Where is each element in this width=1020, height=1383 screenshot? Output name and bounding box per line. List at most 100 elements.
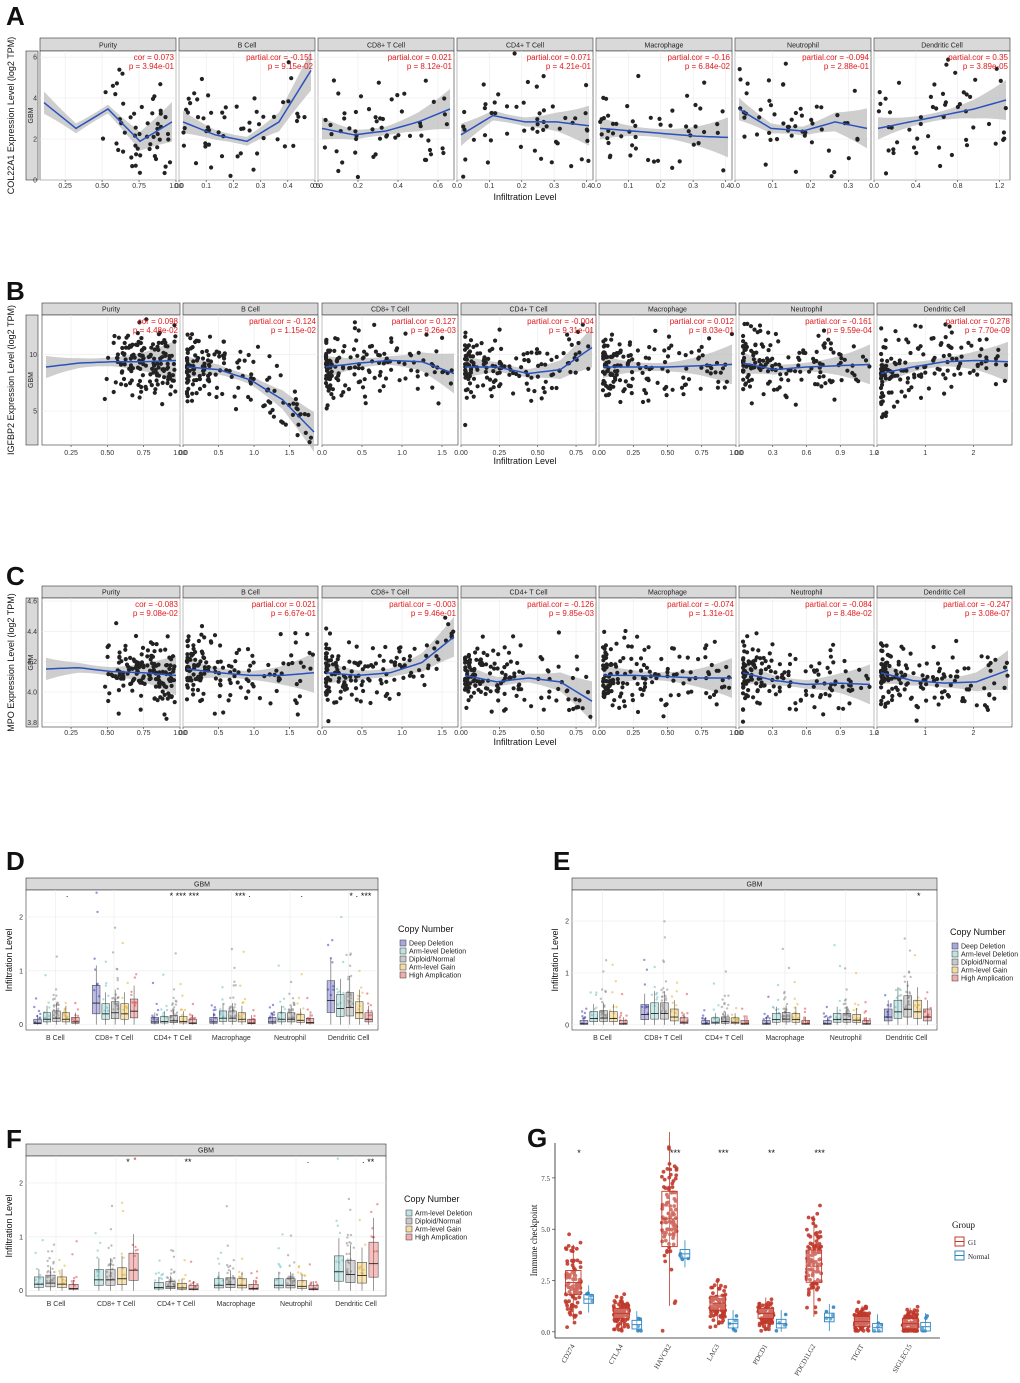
- data-point: [282, 144, 287, 149]
- jitter-point: [134, 1249, 137, 1252]
- data-point: [464, 395, 469, 400]
- data-point: [809, 117, 814, 122]
- data-point: [814, 349, 819, 354]
- box-g1: [804, 1203, 823, 1317]
- jitter-point: [293, 1279, 296, 1282]
- data-point: [766, 330, 771, 335]
- jitter-point: [133, 1157, 137, 1160]
- data-point: [828, 654, 834, 659]
- jitter-point: [288, 1264, 291, 1267]
- data-point: [128, 115, 133, 120]
- jitter-point: [278, 1264, 281, 1267]
- jitter-point: [615, 1005, 618, 1009]
- data-point: [434, 654, 439, 659]
- jitter-point: [615, 1307, 620, 1312]
- data-point: [612, 698, 617, 703]
- data-point: [681, 375, 686, 380]
- box-body: [248, 1284, 259, 1290]
- jitter-point: [52, 993, 55, 997]
- data-point: [422, 682, 427, 688]
- jitter-point: [213, 1006, 217, 1009]
- data-point: [774, 137, 780, 142]
- jitter-point: [645, 1005, 648, 1008]
- data-point: [1002, 685, 1007, 691]
- x-tick-label: 0.0: [452, 183, 462, 190]
- jitter-point: [585, 1007, 588, 1010]
- data-point: [348, 674, 353, 679]
- data-point: [195, 663, 201, 668]
- data-point: [880, 363, 885, 368]
- data-point: [642, 647, 647, 652]
- data-point: [129, 155, 134, 160]
- data-point: [1002, 665, 1008, 670]
- jitter-point: [847, 1010, 851, 1013]
- data-point: [740, 639, 746, 644]
- data-point: [919, 372, 924, 377]
- data-point: [542, 390, 547, 395]
- jitter-point: [177, 1279, 181, 1282]
- data-point: [407, 133, 413, 138]
- y-axis-label: Infiltration Level: [4, 1194, 14, 1257]
- data-point: [899, 389, 904, 394]
- data-point: [220, 665, 226, 670]
- data-point: [100, 136, 106, 141]
- x-tick-label: 1.2: [869, 730, 879, 737]
- data-point: [601, 344, 607, 349]
- data-point: [807, 369, 812, 374]
- data-point: [478, 689, 483, 695]
- jitter-point: [808, 1234, 813, 1239]
- data-point: [205, 358, 211, 363]
- jitter-point: [335, 987, 339, 991]
- data-point: [665, 354, 671, 359]
- data-point: [469, 694, 474, 699]
- jitter-point: [625, 1313, 629, 1318]
- data-point: [202, 635, 207, 640]
- data-point: [547, 689, 552, 694]
- jitter-point: [154, 1279, 157, 1282]
- jitter-point: [573, 1273, 578, 1278]
- box-3: [68, 1240, 79, 1291]
- data-point: [966, 340, 971, 345]
- jitter-point: [854, 971, 858, 975]
- legend-swatch: [399, 955, 407, 963]
- jitter-point: [291, 1281, 294, 1285]
- jitter-point: [838, 999, 841, 1003]
- x-tick-label: Neutrophil: [280, 1301, 312, 1308]
- x-tick-label: 1.0: [249, 450, 259, 457]
- jitter-point: [571, 1266, 576, 1270]
- jitter-point: [331, 939, 334, 942]
- legend-label: High Amplication: [409, 973, 461, 980]
- category-dendritic-cell: * · ***Dendritic Cell: [326, 890, 373, 1042]
- data-point: [556, 664, 561, 669]
- data-point: [473, 672, 478, 678]
- data-point: [761, 655, 766, 661]
- category-cd4-t-cell: * *** ***CD4+ T Cell: [150, 890, 200, 1042]
- data-point: [156, 347, 161, 352]
- y-tick-label: 5.0: [541, 1226, 550, 1234]
- jitter-point: [669, 1207, 673, 1212]
- data-point: [491, 379, 496, 384]
- box-2: [345, 952, 354, 1025]
- x-tick-label: 0.0: [734, 450, 744, 457]
- jitter-point: [717, 1286, 722, 1291]
- data-point: [347, 659, 352, 664]
- data-point: [156, 674, 161, 680]
- jitter-point: [723, 994, 726, 997]
- data-point: [121, 683, 126, 688]
- jitter-point: [703, 1018, 706, 1021]
- jitter-point: [665, 1248, 669, 1253]
- jitter-point: [182, 1277, 185, 1281]
- data-point: [914, 718, 919, 723]
- y-tick-label: 0: [19, 1288, 23, 1295]
- data-point: [759, 668, 764, 673]
- data-point: [463, 334, 468, 339]
- jitter-point: [165, 1008, 169, 1012]
- data-point: [511, 686, 516, 691]
- data-point: [539, 362, 544, 367]
- jitter-point: [155, 1013, 159, 1016]
- data-point: [811, 356, 816, 361]
- jitter-point: [175, 1011, 179, 1014]
